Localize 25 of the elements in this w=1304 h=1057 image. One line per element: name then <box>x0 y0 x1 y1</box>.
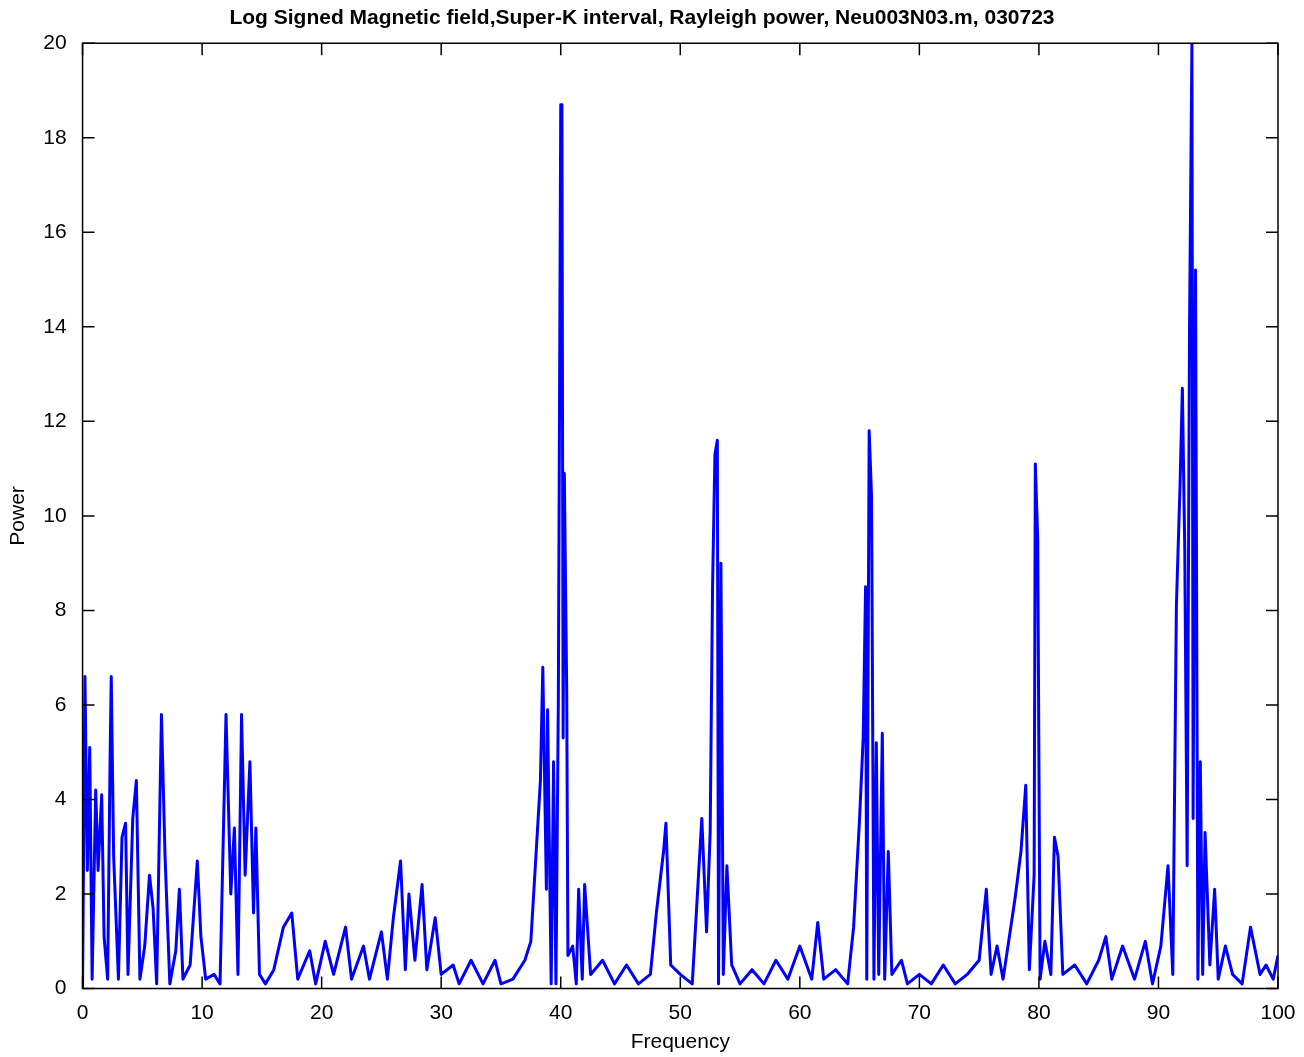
y-tick-label: 16 <box>43 219 67 243</box>
x-tick-label: 20 <box>309 1000 334 1023</box>
y-tick-label: 14 <box>43 313 67 337</box>
y-tick-label: 18 <box>43 124 67 148</box>
y-tick-label: 4 <box>54 786 67 810</box>
y-tick-label: 8 <box>54 597 67 621</box>
x-tick-label: 50 <box>668 1000 692 1023</box>
y-tick-label: 0 <box>54 975 67 999</box>
x-tick-label: 70 <box>907 1000 932 1023</box>
x-tick-label: 100 <box>1260 1000 1296 1023</box>
y-tick-label: 2 <box>54 880 67 904</box>
x-tick-label: 0 <box>76 1000 89 1023</box>
chart-title: Log Signed Magnetic field,Super-K interval, Rayleigh power, Neu003N03.m, 030723 <box>229 5 1055 29</box>
x-tick-label: 10 <box>190 1000 214 1023</box>
x-axis-title: Frequency <box>630 1029 731 1053</box>
x-tick-label: 80 <box>1027 1000 1051 1023</box>
x-tick-label: 40 <box>549 1000 573 1023</box>
y-tick-label: 12 <box>43 408 67 432</box>
y-tick-label: 20 <box>43 30 67 53</box>
y-tick-label: 10 <box>43 502 67 526</box>
x-tick-label: 30 <box>429 1000 453 1023</box>
x-tick-label: 90 <box>1146 1000 1171 1023</box>
x-tick-label: 60 <box>788 1000 812 1023</box>
y-axis-title: Power <box>5 486 29 546</box>
y-tick-label: 6 <box>54 691 67 715</box>
